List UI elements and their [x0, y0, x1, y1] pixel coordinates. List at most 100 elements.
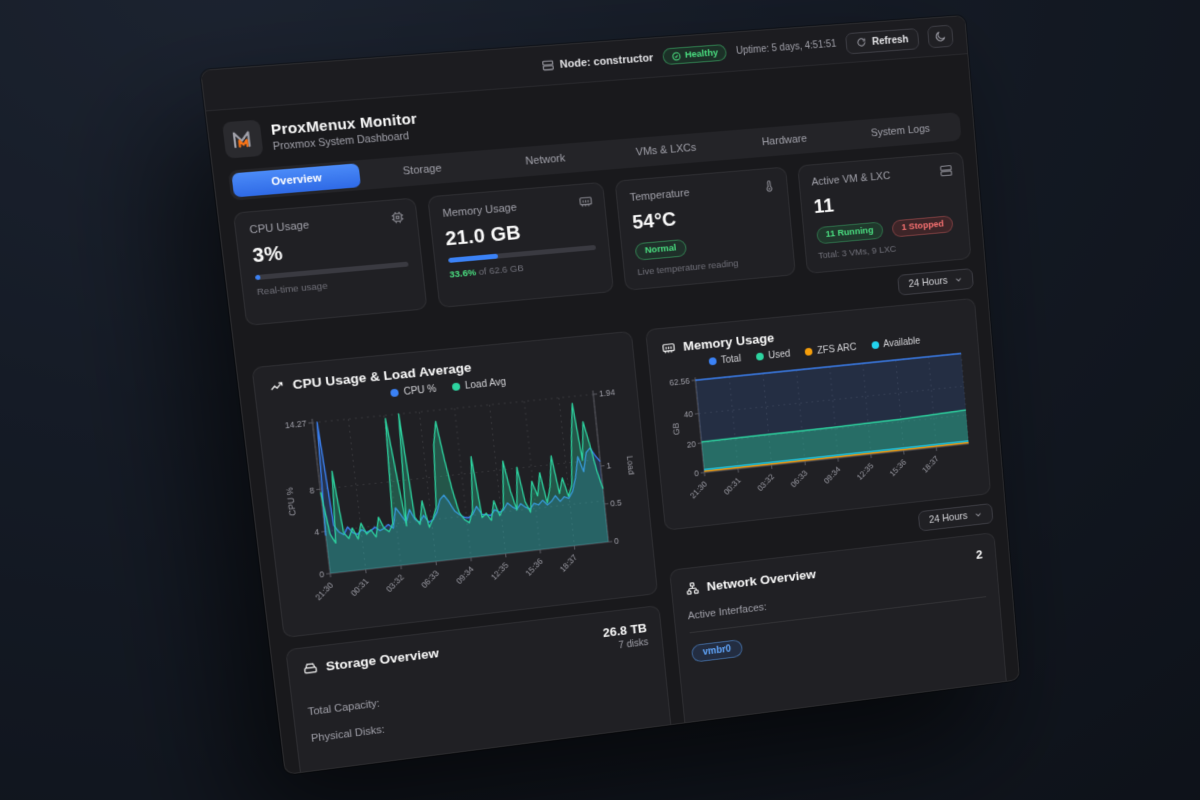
svg-text:GB: GB	[670, 422, 681, 435]
svg-text:CPU %: CPU %	[284, 486, 298, 516]
uptime-label: Uptime: 5 days, 4:51:51	[735, 38, 837, 57]
hard-drive-icon	[302, 660, 319, 676]
svg-text:18:37: 18:37	[920, 454, 940, 474]
network-title: Network Overview	[706, 566, 817, 594]
network-icon	[684, 580, 700, 596]
memory-progress-fill	[447, 253, 499, 263]
vm-stopped-badge: 1 Stopped	[891, 214, 954, 238]
tab-hardware[interactable]: Hardware	[761, 133, 808, 149]
legend-item-load-avg: Load Avg	[451, 377, 506, 393]
moon-icon	[934, 30, 947, 43]
cpu-card-title: CPU Usage	[248, 219, 310, 237]
svg-text:15:36: 15:36	[523, 556, 544, 577]
thermometer-icon	[761, 178, 777, 198]
legend-dot	[755, 352, 764, 361]
svg-text:1.94: 1.94	[599, 387, 616, 398]
active-vm-card: Active VM & LXC 11 11 Running 1 Stopped …	[796, 151, 972, 274]
temperature-card: Temperature 54°C Normal Live temperature…	[614, 166, 796, 291]
svg-text:12:35: 12:35	[489, 560, 510, 581]
legend-item-cpu-: CPU %	[390, 383, 437, 398]
legend-dot	[708, 357, 717, 366]
refresh-button[interactable]: Refresh	[844, 27, 920, 55]
tab-system-logs[interactable]: System Logs	[870, 123, 931, 140]
time-range-value: 24 Hours	[908, 274, 949, 290]
node-indicator: Node: constructor	[541, 51, 654, 72]
temperature-value: 54°C	[631, 208, 678, 234]
tab-vms-lxcs[interactable]: VMs & LXCs	[635, 141, 697, 159]
theme-toggle-button[interactable]	[926, 24, 954, 49]
temperature-status-badge: Normal	[634, 238, 687, 261]
health-badge: Healthy	[661, 43, 728, 66]
trending-up-icon	[268, 378, 285, 394]
svg-text:0.5: 0.5	[610, 497, 622, 507]
server-stack-icon	[939, 163, 954, 183]
svg-text:4: 4	[314, 527, 320, 537]
network-interface-count: 2	[975, 546, 984, 562]
svg-text:8: 8	[309, 485, 315, 495]
memory-time-range-select[interactable]: 24 Hours	[918, 502, 994, 532]
chevron-down-icon	[973, 509, 983, 519]
vm-card-title: Active VM & LXC	[811, 170, 891, 189]
svg-text:0: 0	[614, 536, 619, 545]
svg-text:0: 0	[694, 468, 699, 477]
cpu-load-chart: 0 4 8 14.27 0 0.5 1 1.94 21:30 00:31 03:32 06:33 09:…	[284, 387, 637, 601]
chevron-down-icon	[954, 274, 964, 284]
header-titles: ProxMenux Monitor Proxmox System Dashboa…	[270, 110, 419, 152]
svg-text:09:34: 09:34	[454, 564, 475, 585]
svg-text:40: 40	[683, 409, 693, 419]
svg-text:0: 0	[319, 569, 325, 579]
svg-text:09:34: 09:34	[822, 464, 842, 485]
network-overview-card: Network Overview 2 Active Interfaces: vm…	[668, 531, 1010, 764]
vm-count-value: 11	[812, 195, 835, 218]
legend-item-available: Available	[870, 336, 921, 351]
memory-chart-card: Memory Usage Total Used ZFS ARC Available 0…	[644, 297, 992, 531]
svg-text:18:37: 18:37	[558, 552, 579, 573]
cpu-usage-card: CPU Usage 3% Real-time usage	[232, 197, 427, 326]
main-content: CPU Usage & Load Average CPU % Load Avg 0…	[251, 297, 1012, 776]
memory-percent: 33.6%	[448, 267, 477, 281]
svg-text:12:35: 12:35	[855, 461, 875, 481]
interface-badge: vmbr0	[690, 638, 743, 663]
legend-item-used: Used	[755, 348, 791, 362]
legend-item-zfs-arc: ZFS ARC	[804, 342, 857, 357]
tab-storage[interactable]: Storage	[402, 162, 443, 178]
server-icon	[541, 59, 555, 73]
svg-text:06:33: 06:33	[789, 468, 809, 489]
memory-time-range-value: 24 Hours	[928, 509, 968, 526]
svg-text:03:32: 03:32	[384, 572, 406, 593]
svg-text:03:32: 03:32	[755, 472, 775, 493]
ram-icon	[578, 193, 595, 214]
node-label: Node: constructor	[559, 51, 654, 71]
memory-total: of 62.6 GB	[475, 263, 525, 279]
time-range-select[interactable]: 24 Hours	[897, 267, 974, 296]
memory-card-title: Memory Usage	[442, 201, 518, 220]
storage-disk-count: 7 disks	[618, 636, 649, 651]
tab-network[interactable]: Network	[524, 152, 566, 168]
svg-text:00:31: 00:31	[349, 576, 371, 597]
cpu-progress-fill	[254, 274, 261, 281]
svg-text:1: 1	[606, 460, 612, 470]
temperature-card-title: Temperature	[629, 187, 691, 204]
health-badge-label: Healthy	[684, 47, 719, 61]
refresh-label: Refresh	[871, 33, 909, 48]
storage-title: Storage Overview	[324, 645, 440, 674]
memory-chart: 0 20 40 62.56 21:30 00:31 03:32 06:33 09:34 12:35…	[669, 345, 979, 500]
svg-text:Load: Load	[625, 455, 637, 475]
svg-text:21:30: 21:30	[313, 580, 335, 601]
proxmenux-logo	[222, 119, 264, 159]
legend-dot	[451, 382, 461, 392]
svg-text:62.56: 62.56	[669, 376, 690, 387]
memory-usage-card: Memory Usage 21.0 GB 33.6% of 62.6 GB	[426, 181, 614, 308]
refresh-icon	[856, 37, 867, 48]
cpu-icon	[389, 209, 406, 230]
storage-row-label: Physical Disks:	[310, 723, 386, 745]
tab-overview[interactable]: Overview	[231, 163, 362, 198]
check-circle-icon	[671, 51, 682, 61]
ram-icon	[660, 340, 676, 356]
svg-text:15:36: 15:36	[888, 457, 908, 477]
svg-text:20: 20	[686, 439, 696, 449]
cpu-load-chart-card: CPU Usage & Load Average CPU % Load Avg 0…	[251, 330, 658, 638]
vm-running-badge: 11 Running	[815, 220, 884, 244]
storage-capacity-value: 26.8 TB	[602, 620, 648, 640]
